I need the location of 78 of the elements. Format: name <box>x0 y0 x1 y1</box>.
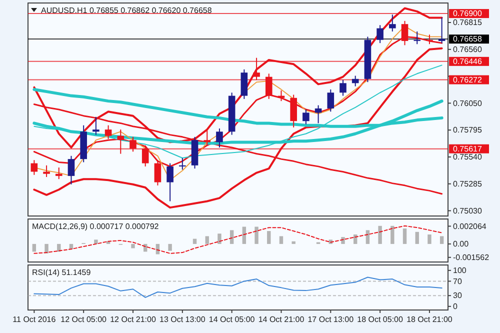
x-tick-label: 18 Oct 05:00 <box>357 315 404 324</box>
bar <box>378 226 382 244</box>
candlestick <box>389 14 396 32</box>
candlestick <box>92 116 100 136</box>
bar <box>390 226 394 244</box>
bar <box>341 237 345 244</box>
candlestick <box>204 130 211 146</box>
candlestick <box>68 155 75 185</box>
bar <box>242 226 246 244</box>
candlestick <box>166 162 174 202</box>
bar <box>230 230 234 244</box>
bar <box>192 238 197 244</box>
y-tick-label: 30 <box>453 291 462 300</box>
y-tick-label: 0 <box>453 302 458 312</box>
candlestick <box>290 94 297 128</box>
line-series <box>34 276 442 298</box>
y-tick-label: 0.002064 <box>453 222 487 231</box>
y-tick-label: 70 <box>453 276 462 286</box>
candlestick <box>302 109 310 125</box>
ref-line-label: 0.76446 <box>453 57 482 66</box>
x-tick-label: 12 Oct 21:00 <box>110 315 156 324</box>
x-tick-label: 18 Oct 21:00 <box>406 315 453 324</box>
bar <box>131 244 135 248</box>
ref-line-label: 0.75617 <box>453 144 482 154</box>
y-tick-label: 0.00 <box>453 240 470 249</box>
candlestick <box>240 68 248 100</box>
candlestick <box>179 158 186 170</box>
bar <box>279 236 284 244</box>
ref-line-label: 0.76658 <box>453 34 482 44</box>
bar <box>32 244 36 252</box>
candlestick <box>104 124 112 140</box>
ref-line-label: 0.76272 <box>453 75 482 84</box>
ref-line-label: 0.76900 <box>453 9 482 18</box>
x-tick-label: 17 Oct 13:00 <box>308 315 354 324</box>
y-tick-label: 0.75795 <box>453 126 482 135</box>
chart-title: AUDUSD.H1 0.76855 0.76862 0.76620 0.76658 <box>41 6 212 15</box>
x-tick-label: 12 Oct 05:00 <box>60 315 108 324</box>
bar <box>218 234 222 244</box>
candlestick <box>314 104 322 124</box>
x-tick-label: 13 Oct 13:00 <box>160 315 206 324</box>
y-tick-label: 0.75030 <box>453 206 482 216</box>
candlestick <box>414 30 421 45</box>
bar <box>292 241 296 244</box>
candlestick <box>278 90 285 102</box>
bar <box>94 240 98 244</box>
y-tick-label: 0.76050 <box>453 98 482 108</box>
bar <box>415 232 419 244</box>
line-series <box>34 64 442 159</box>
bar <box>44 244 48 254</box>
chart-title: RSI(14) 51.1459 <box>32 268 92 277</box>
bar <box>267 231 271 244</box>
y-tick-label: -0.001562 <box>453 253 490 262</box>
candlestick <box>327 88 334 112</box>
candlestick <box>340 79 346 96</box>
y-tick-label: 0.75540 <box>453 152 482 162</box>
candlestick <box>216 128 223 148</box>
line-series <box>34 225 442 254</box>
x-tick-label: 14 Oct 05:00 <box>208 315 256 324</box>
x-tick-label: 14 Oct 21:00 <box>258 315 305 324</box>
candlestick <box>30 160 38 176</box>
bar <box>366 230 370 244</box>
chart-title: MACD(12,26,9) 0.000717 0.000792 <box>32 222 160 231</box>
bar <box>428 234 432 244</box>
candlestick <box>55 166 62 180</box>
y-tick-label: 100 <box>453 266 467 276</box>
bar <box>205 236 209 244</box>
candlestick <box>438 17 446 44</box>
bar <box>402 228 407 244</box>
candlestick <box>43 164 50 178</box>
x-tick-label: 11 Oct 2016 <box>12 315 56 324</box>
y-tick-label: 0.76815 <box>453 18 482 28</box>
bar <box>440 236 444 244</box>
bar <box>254 226 258 244</box>
bar <box>168 244 172 251</box>
y-tick-label: 0.76560 <box>453 45 482 54</box>
candlestick <box>352 75 359 87</box>
y-tick-label: 0.75285 <box>453 179 482 188</box>
candlestick <box>376 24 384 44</box>
